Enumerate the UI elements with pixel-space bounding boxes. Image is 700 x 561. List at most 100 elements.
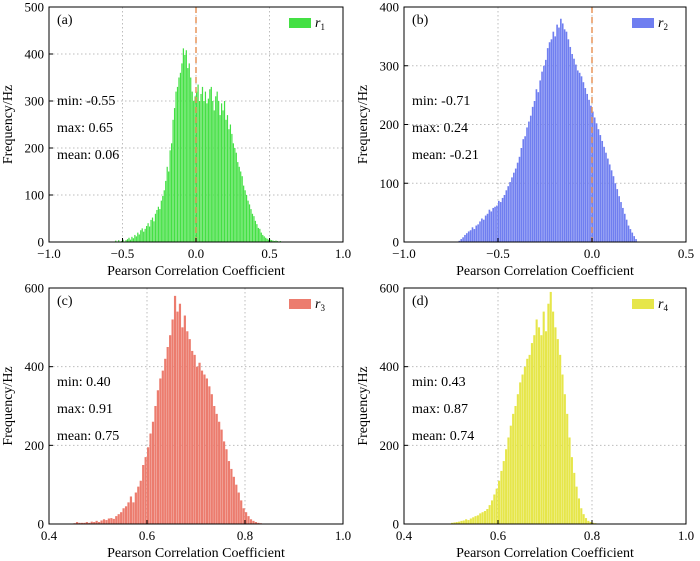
- legend-swatch: [289, 18, 311, 28]
- histogram-bar: [129, 496, 133, 524]
- histogram-bar: [633, 236, 635, 243]
- histogram-bar: [225, 119, 227, 242]
- histogram-bar: [554, 327, 557, 524]
- histogram-bar: [466, 233, 468, 242]
- histogram-bar: [543, 65, 545, 242]
- histogram-bar: [577, 498, 580, 524]
- histogram-bar: [498, 200, 500, 243]
- legend: r1: [289, 16, 325, 32]
- histogram-bar: [147, 223, 149, 242]
- histogram-bar: [272, 240, 274, 242]
- y-tick-label: 200: [380, 117, 400, 132]
- histogram-bar: [595, 123, 598, 242]
- panel-3: 0.4 0.6 0.8 1.0 0 200 400 600 Pearson Correlatio…: [1, 281, 351, 561]
- histogram-bars: [115, 48, 292, 243]
- histogram-bar: [474, 516, 477, 524]
- histogram-bar: [215, 96, 217, 242]
- histogram-bar: [451, 522, 454, 524]
- histogram-bar: [95, 520, 98, 524]
- histogram-bar: [186, 331, 189, 524]
- histogram-bar: [608, 164, 611, 242]
- y-axis-label: Frequency/Hz: [356, 366, 371, 445]
- y-tick-label: 300: [380, 58, 400, 73]
- histogram-bar: [260, 232, 262, 242]
- panel-label: (d): [412, 294, 429, 309]
- histogram-bar: [500, 470, 503, 524]
- histogram-bar: [196, 366, 199, 524]
- histogram-bar: [229, 124, 232, 242]
- histogram-bar: [492, 207, 494, 242]
- histogram-bar: [218, 421, 221, 524]
- histogram-bar: [138, 234, 140, 242]
- histogram-bar: [197, 84, 199, 242]
- histogram-bar: [135, 236, 137, 242]
- histogram-bar: [253, 216, 255, 242]
- histogram-bar: [124, 506, 128, 524]
- histogram-bar: [540, 335, 543, 524]
- histogram-bar: [207, 98, 209, 243]
- x-tick-label: 0.5: [678, 246, 694, 261]
- legend-symbol: r: [658, 16, 664, 31]
- histogram-bar: [505, 190, 508, 242]
- histogram-bar: [129, 239, 132, 242]
- histogram-bar: [248, 204, 251, 242]
- histogram-bar: [218, 101, 220, 242]
- y-axis-label: Frequency/Hz: [1, 366, 16, 445]
- histogram-bar: [563, 394, 566, 524]
- histogram-bar: [144, 457, 147, 524]
- histogram-bar: [232, 143, 234, 242]
- y-tick-label: 400: [380, 0, 400, 15]
- histogram-bar: [472, 517, 475, 524]
- histogram-bar: [250, 209, 252, 242]
- x-tick-label: 0.6: [490, 528, 507, 543]
- histogram-bar: [575, 486, 578, 524]
- histogram-bar: [514, 406, 517, 524]
- histogram-bar: [219, 115, 221, 242]
- histogram-bar: [222, 110, 224, 243]
- histogram-bar: [496, 205, 498, 242]
- histogram-bar: [88, 522, 91, 524]
- stat-line: max: 0.65: [57, 121, 113, 136]
- histogram-bar: [523, 366, 526, 524]
- histogram-bar: [187, 68, 189, 242]
- histogram-bar: [243, 185, 245, 242]
- histogram-bar: [132, 238, 135, 242]
- histogram-bar: [115, 240, 117, 242]
- histogram-bar: [126, 239, 129, 242]
- histogram-bar: [127, 502, 130, 524]
- histogram-bar: [200, 93, 202, 242]
- histogram-bar: [262, 234, 264, 242]
- histogram-bar: [235, 484, 238, 524]
- histogram-bar: [563, 29, 566, 242]
- histogram-bar: [486, 213, 489, 242]
- stat-line: min: -0.55: [57, 94, 115, 109]
- histogram-bar: [526, 127, 528, 242]
- histogram-bar: [616, 189, 619, 243]
- histogram-bar: [582, 82, 585, 242]
- y-tick-label: 400: [25, 47, 45, 62]
- histogram-bar: [484, 215, 487, 242]
- histogram-bar: [210, 394, 213, 524]
- histogram-bar: [549, 291, 552, 524]
- histogram-bar: [275, 240, 277, 242]
- histogram-bar: [618, 196, 620, 242]
- histogram-bar: [173, 108, 176, 242]
- histogram-bar: [494, 206, 496, 242]
- x-tick-label: 0.4: [41, 528, 58, 543]
- histogram-bar: [213, 406, 216, 524]
- histogram-bar: [112, 518, 115, 524]
- histogram-bar: [142, 465, 145, 524]
- histogram-bar: [247, 516, 250, 524]
- histogram-bar: [115, 516, 118, 524]
- histogram-bar: [118, 240, 120, 242]
- stat-line: max: 0.91: [57, 402, 113, 417]
- histogram-bar: [597, 129, 600, 242]
- histogram-bar: [554, 36, 557, 243]
- histogram-bar: [573, 472, 576, 524]
- histogram-bar: [545, 59, 547, 243]
- legend-label: r3: [315, 297, 325, 313]
- histogram-bar: [141, 228, 143, 242]
- histogram-bar: [268, 239, 270, 242]
- histogram-bar: [164, 358, 167, 524]
- histogram-bar: [176, 86, 179, 243]
